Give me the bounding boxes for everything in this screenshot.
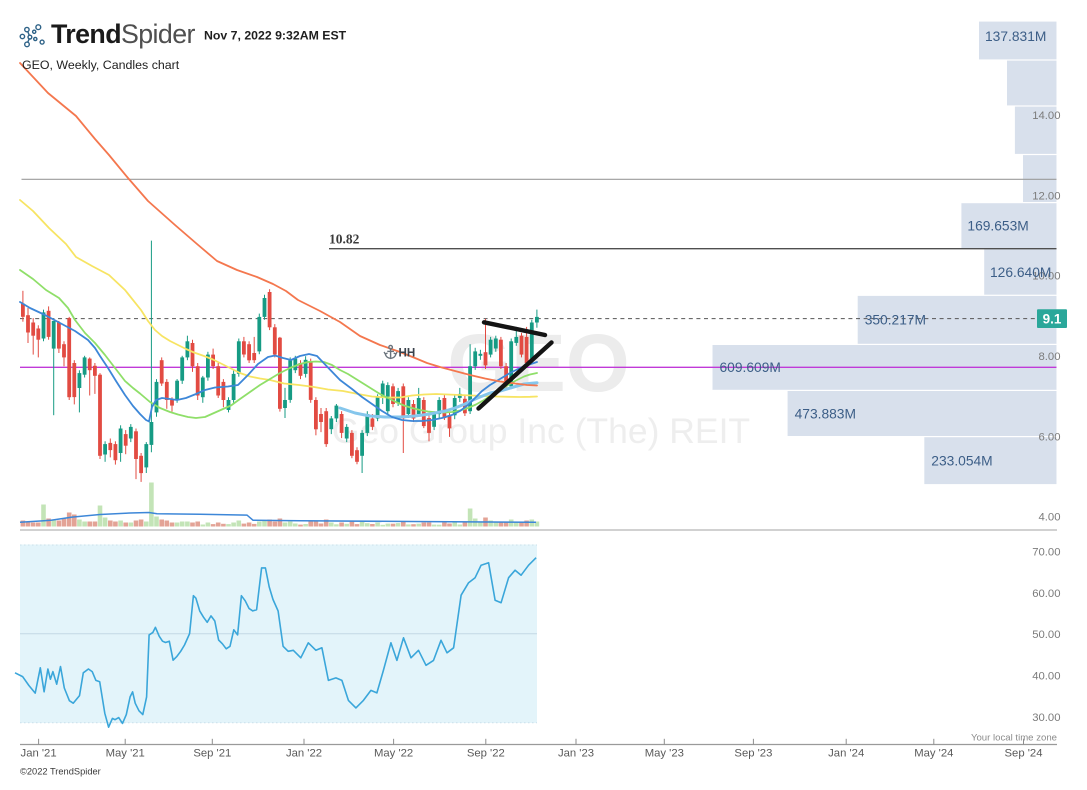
svg-text:Jan '21: Jan '21	[21, 748, 57, 760]
svg-text:May '22: May '22	[374, 748, 413, 760]
svg-text:Sep '24: Sep '24	[1005, 748, 1043, 760]
svg-text:126.640M: 126.640M	[990, 265, 1051, 280]
svg-text:May '24: May '24	[914, 748, 953, 760]
svg-text:Nov 7, 2022 9:32AM EST: Nov 7, 2022 9:32AM EST	[204, 29, 347, 43]
svg-text:40.00: 40.00	[1032, 671, 1060, 683]
svg-text:9.1: 9.1	[1043, 312, 1062, 327]
svg-text:10.00: 10.00	[1032, 271, 1060, 283]
svg-text:HH: HH	[399, 346, 416, 359]
svg-text:May '21: May '21	[106, 748, 145, 760]
svg-text:12.00: 12.00	[1032, 191, 1060, 203]
svg-text:350.217M: 350.217M	[865, 312, 926, 327]
svg-text:70.00: 70.00	[1032, 546, 1060, 558]
svg-text:Jan '23: Jan '23	[558, 748, 594, 760]
svg-text:50.00: 50.00	[1032, 629, 1060, 641]
svg-text:©2022 TrendSpider: ©2022 TrendSpider	[20, 767, 101, 777]
svg-text:137.831M: 137.831M	[985, 29, 1046, 44]
svg-text:Sep '23: Sep '23	[734, 748, 772, 760]
svg-text:609.609M: 609.609M	[720, 360, 781, 375]
svg-text:14.00: 14.00	[1032, 110, 1060, 122]
svg-text:Sep '21: Sep '21	[193, 748, 231, 760]
svg-text:10.82: 10.82	[329, 232, 360, 247]
svg-text:Sep '22: Sep '22	[467, 748, 505, 760]
svg-text:Jan '24: Jan '24	[828, 748, 864, 760]
svg-text:TrendSpider: TrendSpider	[51, 19, 196, 49]
svg-text:30.00: 30.00	[1032, 712, 1060, 724]
svg-text:473.883M: 473.883M	[795, 407, 856, 422]
svg-text:233.054M: 233.054M	[931, 454, 992, 469]
svg-text:GEO, Weekly, Candles chart: GEO, Weekly, Candles chart	[22, 58, 180, 72]
svg-text:60.00: 60.00	[1032, 588, 1060, 600]
svg-text:6.00: 6.00	[1039, 432, 1061, 444]
svg-text:8.00: 8.00	[1039, 351, 1061, 363]
svg-text:Jan '22: Jan '22	[286, 748, 322, 760]
svg-text:May '23: May '23	[645, 748, 684, 760]
svg-text:4.00: 4.00	[1039, 511, 1061, 523]
svg-text:169.653M: 169.653M	[967, 218, 1028, 233]
svg-text:Your local time zone: Your local time zone	[971, 733, 1057, 744]
